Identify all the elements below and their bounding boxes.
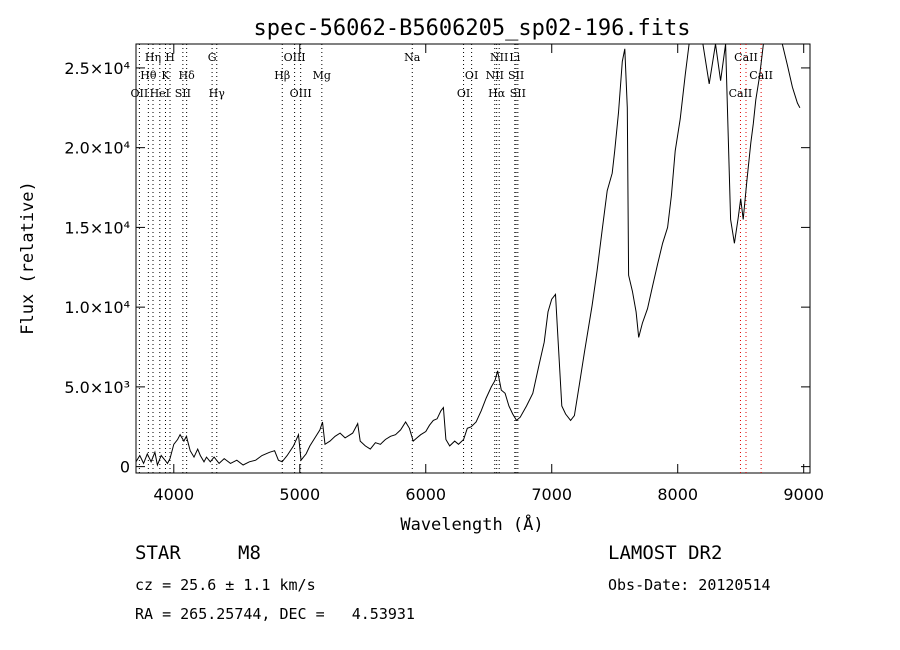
spectral-line-label: CaII: [729, 87, 753, 100]
x-tick-label: 9000: [783, 485, 824, 504]
spectral-line-label: OII: [131, 87, 149, 100]
spectral-line-label: H: [165, 51, 175, 64]
spectral-line-label: Hγ: [209, 87, 226, 100]
spectral-line-label: NII: [486, 69, 504, 82]
spectral-line-label: Na: [404, 51, 421, 64]
spectral-line-label: Hβ: [274, 69, 290, 82]
spectral-line-label: OI: [465, 69, 478, 82]
spectral-line-label: Mg: [313, 69, 331, 82]
x-axis-ticks: 4000 5000 6000 7000 8000 9000: [153, 44, 824, 504]
plot-frame: [135, 43, 811, 474]
x-tick-label: 8000: [657, 485, 698, 504]
spectral-line-label: CaII: [734, 51, 758, 64]
spectral-line-label: Hθ: [140, 69, 157, 82]
sky-coordinates: RA = 265.25744, DEC = 4.53931: [135, 605, 415, 623]
spectral-line-label: G: [208, 51, 217, 64]
spectrum-line: [135, 43, 801, 467]
y-tick-label: 1.0×10⁴: [64, 298, 130, 317]
x-tick-label: 6000: [405, 485, 446, 504]
x-tick-label: 4000: [153, 485, 194, 504]
observation-date: Obs-Date: 20120514: [608, 576, 771, 594]
y-tick-label: 2.0×10⁴: [64, 139, 130, 158]
x-axis-label: Wavelength (Å): [400, 513, 543, 535]
redshift-velocity: cz = 25.6 ± 1.1 km/s: [135, 576, 316, 594]
y-tick-label: 5.0×10³: [64, 378, 130, 397]
spectral-line-label: Hα: [488, 87, 506, 100]
y-axis-label: Flux (relative): [18, 181, 38, 335]
y-tick-label: 2.5×10⁴: [64, 59, 130, 78]
spectral-line-label: K: [161, 69, 170, 82]
spectral-line-label: SII: [510, 87, 526, 100]
spectral-line-label: HeI: [150, 87, 170, 100]
spectral-line-markers: [138, 44, 762, 473]
spectral-line-label: CaII: [749, 69, 773, 82]
object-subclass: M8: [238, 542, 261, 564]
spectral-line-label: OIII: [284, 51, 306, 64]
spectral-line-label: OIII: [290, 87, 312, 100]
spectral-line-label: Hδ: [179, 69, 196, 82]
y-axis-ticks: 0 5.0×10³ 1.0×10⁴ 1.5×10⁴ 2.0×10⁴ 2.5×10⁴: [64, 59, 810, 477]
y-tick-label: 1.5×10⁴: [64, 218, 130, 237]
y-tick-label: 0: [120, 458, 130, 477]
spectral-line-label: SII: [508, 69, 524, 82]
x-tick-label: 5000: [279, 485, 320, 504]
survey-name: LAMOST DR2: [608, 542, 723, 564]
x-tick-label: 7000: [531, 485, 572, 504]
spectral-line-label: SII: [175, 87, 191, 100]
spectral-line-label: Li: [509, 51, 520, 64]
spectral-line-label: NII: [490, 51, 508, 64]
spectral-line-label: Hη: [145, 51, 161, 64]
chart-title: spec-56062-B5606205_sp02-196.fits: [253, 16, 690, 41]
object-class: STAR: [135, 542, 181, 564]
spectral-line-label: OI: [457, 87, 470, 100]
